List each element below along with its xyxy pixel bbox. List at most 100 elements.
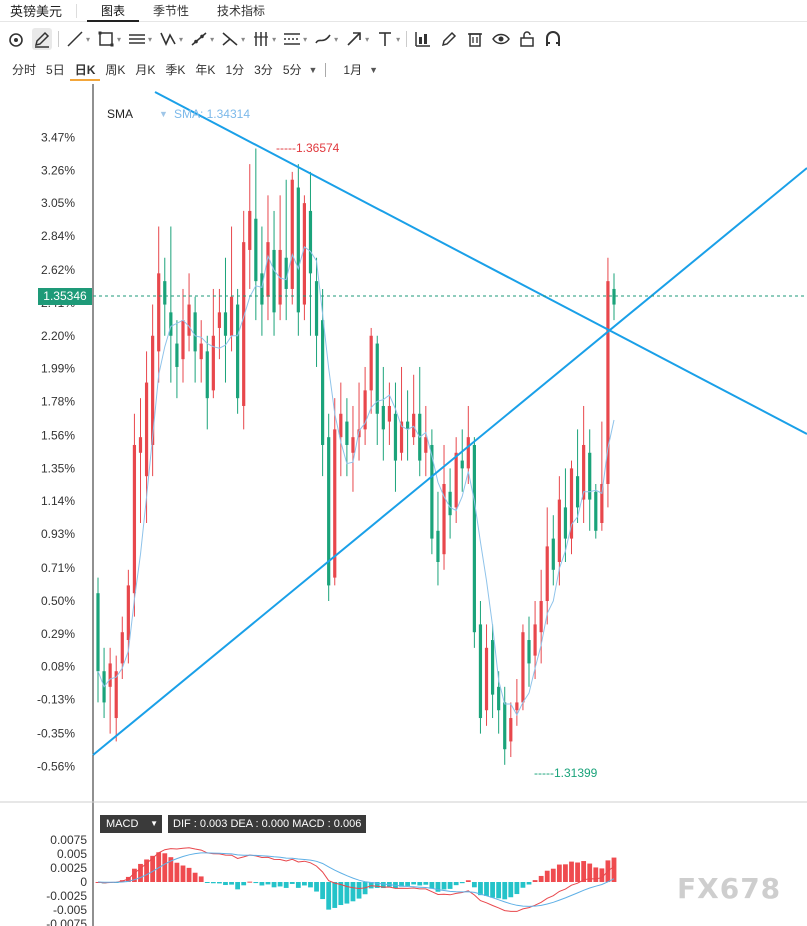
macd-histogram-bar (587, 863, 593, 882)
y-axis-tick-label: 2.84% (41, 229, 75, 243)
period-3min[interactable]: 3分 (254, 63, 273, 77)
macd-histogram-bar (138, 863, 143, 882)
period-yearly[interactable]: 年K (195, 63, 216, 77)
chevron-down-icon: ▾ (86, 34, 91, 44)
fork-tool[interactable]: ▾ (220, 28, 245, 50)
lock-button[interactable] (517, 28, 537, 50)
candle-body (606, 281, 610, 484)
y-axis-tick-label: 1.35% (41, 461, 75, 475)
macd-histogram-bar (532, 880, 538, 882)
delete-button[interactable] (465, 28, 485, 50)
macd-histogram-bar (569, 861, 574, 882)
lock-icon (520, 31, 534, 47)
fibonacci-tool[interactable]: ▾ (251, 28, 276, 50)
macd-histogram-bar (575, 862, 580, 882)
candle-body (223, 312, 228, 336)
macd-tick-label: 0.005 (57, 847, 87, 861)
chart-canvas[interactable]: 3.47%3.26%3.05%2.84%2.62%2.41%2.20%1.99%… (0, 84, 807, 926)
pen-tool-button[interactable] (32, 28, 52, 50)
reset-view-button[interactable] (6, 28, 26, 50)
brush-tool[interactable]: ▾ (313, 28, 338, 50)
candle-body (248, 210, 252, 250)
candle-body (545, 546, 549, 602)
candle-body (114, 671, 118, 719)
more-periods-dropdown[interactable]: ▼ (308, 65, 318, 75)
candle-body (521, 632, 525, 703)
candle-body (272, 249, 276, 313)
pattern-tool[interactable]: ▾ (158, 28, 183, 50)
trend-line-tool[interactable]: ▾ (65, 28, 90, 50)
period-quarterly[interactable]: 季K (165, 63, 186, 77)
divider (406, 31, 408, 47)
macd-tick-label: 0.0075 (50, 833, 87, 847)
y-axis-tick-label: 0.50% (41, 594, 75, 608)
y-axis-tick-label: 0.29% (41, 627, 75, 641)
candle-body (484, 647, 489, 711)
chevron-down-icon: ▾ (210, 34, 215, 44)
period-daily[interactable]: 日K (69, 59, 101, 81)
chevron-down-icon: ▼ (150, 819, 158, 828)
macd-histogram-bar (192, 872, 198, 882)
candle-body (345, 421, 349, 445)
macd-histogram-bar (599, 868, 605, 882)
chevron-down-icon[interactable]: ▼ (159, 109, 168, 119)
period-5day[interactable]: 5日 (46, 63, 65, 77)
period-weekly[interactable]: 周K (105, 63, 126, 77)
macd-histogram-bar (417, 882, 423, 886)
macd-histogram-bar (302, 882, 307, 886)
top-tab-bar: 英镑美元 图表 季节性 技术指标 (0, 0, 807, 22)
period-5min[interactable]: 5分 (282, 63, 302, 77)
candlestick-chart[interactable]: 3.47%3.26%3.05%2.84%2.62%2.41%2.20%1.99%… (0, 84, 807, 926)
arrow-tool[interactable]: ▾ (344, 28, 369, 50)
macd-histogram-bar (162, 853, 168, 882)
sma-name: SMA (107, 107, 134, 121)
macd-tick-label: -0.005 (53, 903, 87, 917)
candle-body (381, 405, 385, 430)
edit-button[interactable] (439, 28, 459, 50)
magnet-icon (546, 31, 561, 46)
macd-histogram-bar (320, 882, 326, 900)
range-dropdown-icon[interactable]: ▼ (369, 65, 379, 75)
candle-body (594, 491, 598, 531)
candle-body (412, 413, 416, 438)
macd-histogram-bar (210, 882, 216, 884)
parallel-lines-tool[interactable]: ▾ (127, 28, 152, 50)
period-monthly[interactable]: 月K (135, 63, 156, 77)
macd-indicator-select[interactable]: MACD ▼ (100, 815, 162, 833)
rectangle-tool[interactable]: ▾ (96, 28, 121, 50)
candle-body (321, 320, 325, 445)
candle-body (144, 382, 149, 477)
tab-technical-indicators[interactable]: 技术指标 (217, 3, 266, 18)
range-selector[interactable]: 1月 (343, 63, 363, 77)
channel-tool[interactable]: ▾ (282, 28, 307, 50)
period-intraday[interactable]: 分时 (12, 63, 37, 77)
ray-tool[interactable]: ▾ (189, 28, 214, 50)
macd-histogram-bar (241, 882, 247, 886)
candle-body (557, 499, 561, 562)
sma-legend[interactable]: SMA ▼ SMA: 1.34314 (107, 107, 250, 121)
candle-body (205, 351, 209, 399)
macd-histogram-bar (538, 875, 544, 882)
visibility-button[interactable] (491, 28, 511, 50)
y-axis-tick-label: 1.78% (41, 394, 75, 408)
candle-body (466, 437, 470, 469)
tab-chart[interactable]: 图表 (87, 0, 140, 22)
chart-type-button[interactable] (413, 28, 433, 50)
candle-body (327, 437, 331, 586)
macd-histogram-bar (338, 882, 344, 906)
macd-histogram-bar (453, 882, 459, 886)
macd-tick-label: 0.0025 (50, 861, 87, 875)
rectangle-icon (98, 31, 114, 47)
macd-histogram-bar (478, 882, 483, 896)
y-axis-tick-label: 1.99% (41, 362, 75, 376)
macd-histogram-bar (217, 882, 222, 884)
macd-dea-line (97, 852, 615, 907)
tab-seasonality[interactable]: 季节性 (153, 3, 190, 18)
period-1min[interactable]: 1分 (225, 63, 245, 77)
text-tool[interactable]: ▾ (375, 28, 400, 50)
candle-body (260, 273, 264, 305)
magnet-button[interactable] (543, 28, 563, 50)
candle-body (169, 312, 173, 336)
macd-histogram-bar (204, 882, 210, 883)
candle-body (302, 203, 306, 305)
